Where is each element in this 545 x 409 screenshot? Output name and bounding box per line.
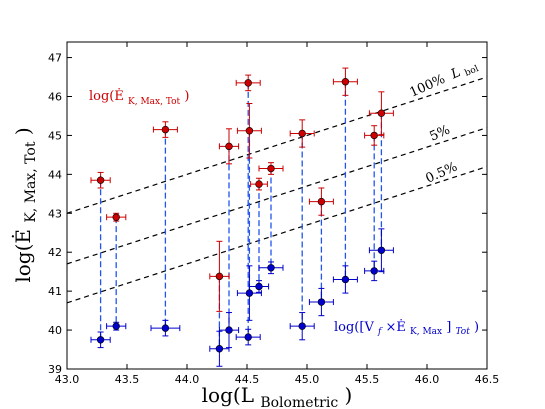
red-series-label: log(Ė K, Max, Tot )	[89, 87, 189, 108]
red-point	[225, 142, 233, 151]
data-markers	[96, 78, 386, 353]
blue-point	[255, 282, 263, 291]
blue-point	[267, 264, 275, 272]
blue-point	[96, 336, 105, 344]
plot-frame	[66, 41, 488, 370]
reference-line	[67, 166, 487, 304]
blue-point	[341, 275, 350, 284]
blue-series-label: log([V f ×Ė K, Max ] Tot )	[334, 318, 479, 338]
y-tick-label: 40	[48, 324, 62, 337]
red-point	[96, 176, 105, 184]
x-tick-label: 44.5	[235, 373, 260, 386]
blue-point	[298, 322, 306, 330]
reference-lines	[67, 76, 487, 304]
blue-point	[215, 345, 224, 353]
x-tick-label: 43.0	[55, 373, 80, 386]
x-tick-label: 46.0	[415, 373, 440, 386]
x-tick-label: 43.5	[115, 373, 140, 386]
blue-point	[370, 267, 378, 275]
red-point	[267, 164, 275, 173]
red-point	[298, 129, 306, 138]
red-point	[112, 213, 120, 221]
x-axis-title: log(L Bolometric )	[202, 383, 353, 409]
x-tick-label: 45.5	[355, 373, 380, 386]
blue-point	[244, 333, 252, 341]
axis-ticks: 43.0 43.5 44.0 44.5 45.0 45.5 46.0 46.5 39 40 41 42…	[48, 42, 499, 386]
y-axis-title: log(Ė K, Max, Tot )	[11, 127, 40, 282]
reference-line	[67, 127, 487, 265]
y-tick-label: 43	[48, 207, 62, 220]
connector-lines	[99, 81, 383, 349]
y-tick-label: 47	[48, 52, 62, 65]
ref-label-100: 100% L bol	[408, 58, 481, 103]
y-tick-label: 44	[48, 168, 62, 181]
y-tick-label: 39	[48, 363, 62, 376]
y-tick-label: 42	[48, 246, 62, 259]
red-point	[255, 180, 263, 188]
reference-line	[67, 76, 487, 214]
x-tick-label: 45.0	[295, 373, 320, 386]
blue-point	[112, 322, 120, 330]
red-point	[317, 197, 326, 206]
red-point	[341, 78, 350, 86]
blue-point	[161, 324, 170, 332]
x-tick-label: 44.0	[175, 373, 200, 386]
blue-point	[245, 289, 254, 297]
y-tick-label: 46	[48, 91, 62, 104]
red-point	[244, 79, 252, 87]
y-tick-label: 41	[48, 285, 62, 298]
ref-label-05: 0.5%	[424, 160, 460, 187]
red-point	[370, 131, 378, 140]
red-point	[245, 127, 254, 135]
blue-point	[317, 298, 326, 306]
red-point	[161, 125, 170, 134]
x-tick-label: 46.5	[475, 373, 500, 386]
red-point	[377, 109, 386, 117]
ref-label-5: 5%	[428, 123, 453, 145]
blue-point	[225, 326, 233, 334]
y-tick-label: 45	[48, 129, 62, 142]
blue-point	[377, 246, 386, 254]
red-point	[215, 272, 224, 281]
